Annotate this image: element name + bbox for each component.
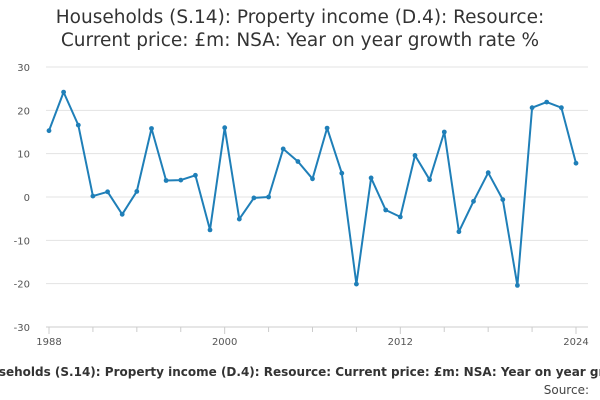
data-point[interactable] [163,178,169,183]
x-tick-label: 1988 [36,337,61,348]
data-point[interactable] [222,125,228,131]
data-point[interactable] [61,89,66,95]
data-point[interactable] [383,207,389,213]
gridlines [46,66,588,328]
data-point[interactable] [46,128,52,134]
data-point[interactable] [339,170,345,176]
data-point[interactable] [368,175,374,181]
y-tick-label: -20 [14,280,30,291]
data-point[interactable] [500,197,506,203]
x-tick-label: 2024 [563,337,588,348]
data-point[interactable] [354,281,359,287]
chart-title-line-1: Households (S.14): Property income (D.4)… [55,7,545,28]
y-tick-label: 10 [17,150,30,161]
x-axis: 1988 2000 2012 2024 [36,326,589,348]
y-tick-label: -10 [14,236,30,247]
data-point[interactable] [295,159,301,164]
data-point[interactable] [324,125,330,131]
data-point[interactable] [90,193,96,199]
chart-title: Households (S.14): Property income (D.4)… [0,6,600,52]
data-point[interactable] [573,160,579,166]
data-point[interactable] [427,177,432,183]
data-point[interactable] [193,172,198,178]
data-point[interactable] [529,105,535,111]
caption-bar: Households (S.14): Property income (D.4)… [0,355,600,400]
data-point[interactable] [397,214,403,220]
data-point[interactable] [149,126,154,131]
data-point[interactable] [75,122,81,128]
data-point[interactable] [559,105,564,111]
y-axis-ticks: 30 20 10 0 -10 -20 -30 [14,63,30,334]
x-tick-label: 2000 [212,337,237,348]
data-point[interactable] [544,99,550,105]
data-point[interactable] [266,194,271,200]
data-point[interactable] [412,153,418,158]
data-point[interactable] [456,229,462,235]
y-tick-label: -30 [14,323,30,334]
data-point[interactable] [310,176,315,182]
data-point[interactable] [105,189,110,195]
data-point[interactable] [280,146,286,152]
data-point[interactable] [471,198,476,204]
data-point[interactable] [134,189,140,194]
chart-title-line-2: Current price: £m: NSA: Year on year gro… [60,30,540,51]
data-point[interactable] [485,170,491,176]
data-point[interactable] [251,195,257,201]
chart-caption: Households (S.14): Property income (D.4)… [0,365,600,379]
data-point[interactable] [441,129,447,135]
x-tick-label: 2012 [388,337,413,348]
source-label: Source: [543,383,589,397]
data-point[interactable] [178,177,184,183]
data-point[interactable] [119,211,125,217]
y-tick-label: 20 [17,106,30,117]
series-line-group [46,89,579,288]
series-line [48,91,577,287]
y-tick-label: 30 [17,63,30,74]
y-tick-label: 0 [24,193,30,204]
data-point[interactable] [207,227,213,233]
data-point[interactable] [236,216,242,222]
data-point[interactable] [515,283,520,288]
